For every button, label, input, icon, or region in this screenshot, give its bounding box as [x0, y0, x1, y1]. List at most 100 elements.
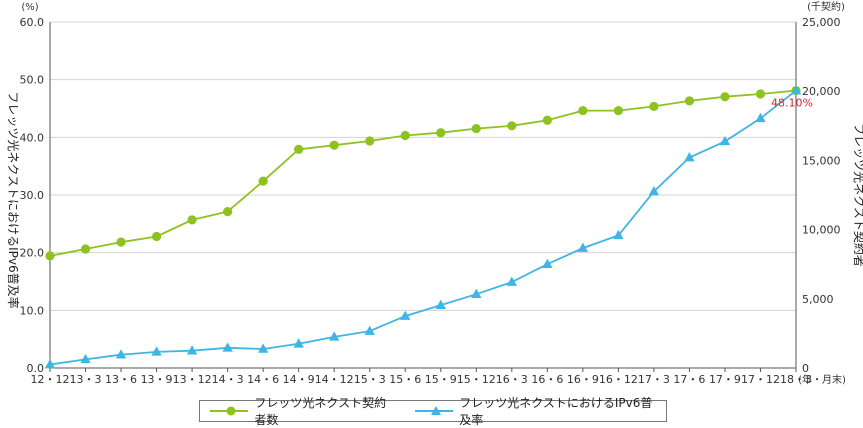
data-point-contracts — [80, 244, 91, 254]
left-tick-label: 40.0 — [20, 131, 45, 144]
legend: フレッツ光ネクスト契約者数 フレッツ光ネクストにおけるIPv6普及率 — [199, 396, 667, 427]
data-point-contracts — [755, 89, 766, 99]
data-point-contracts — [151, 231, 162, 242]
data-point-contracts — [613, 105, 623, 116]
series-line-0 — [49, 89, 797, 257]
data-point-contracts — [436, 128, 446, 138]
annotations: 48.10% — [771, 97, 813, 110]
left-tick-label: 10.0 — [20, 304, 45, 317]
data-point-ipv6 — [293, 338, 304, 348]
x-tick-label: 13・9 — [141, 373, 173, 386]
data-point-contracts — [329, 140, 339, 150]
data-point-contracts — [578, 105, 588, 116]
x-tick-label: 14・3 — [212, 373, 244, 386]
x-tick-label: 17・3 — [638, 373, 670, 386]
data-point-ipv6 — [755, 112, 766, 123]
x-tick-labels: 12・12 13・3 13・6 13・9 13・12 14・3 14・6 14・9 14・12 1… — [31, 368, 812, 386]
data-point-ipv6 — [435, 299, 446, 309]
data-point-contracts — [258, 176, 268, 186]
data-point-contracts — [649, 101, 659, 112]
left-axis-title: フレッツ光ネクストにおけるIPv6普及率 — [6, 91, 21, 308]
data-point-contracts — [400, 130, 410, 141]
data-point-ipv6 — [684, 152, 695, 162]
legend-swatch-ipv6 — [414, 406, 454, 415]
left-tick-label: 20.0 — [20, 247, 45, 260]
x-tick-label: 17・9 — [709, 373, 741, 386]
data-point-ipv6 — [400, 310, 411, 320]
x-tick-label: 13・12 — [173, 373, 212, 386]
data-point-ipv6 — [222, 342, 233, 352]
legend-swatch-contracts — [210, 406, 249, 416]
data-point-contracts — [294, 144, 304, 154]
data-point-contracts — [365, 136, 375, 146]
x-tick-label: 15・12 — [457, 373, 496, 386]
data-point-ipv6 — [328, 331, 340, 341]
right-tick-label: 25,000 — [802, 16, 841, 29]
x-tick-label: 17・12 — [741, 373, 780, 386]
left-tick-label: 30.0 — [20, 189, 45, 202]
x-tick-label: 15・3 — [354, 373, 386, 386]
left-tick-labels: 0.0 10.0 20.0 30.0 40.0 50.0 60.0 — [20, 16, 45, 375]
x-tick-label: 18・3 — [780, 373, 812, 386]
data-point-ipv6 — [115, 349, 127, 359]
left-tick-label: 0.0 — [27, 362, 45, 375]
series-markers — [44, 85, 802, 369]
right-tick-label: 15,000 — [802, 154, 841, 167]
data-point-ipv6 — [471, 288, 482, 298]
x-tick-label: 17・6 — [673, 373, 705, 386]
data-point-contracts — [720, 92, 730, 102]
left-tick-label: 50.0 — [20, 74, 45, 87]
axes — [49, 22, 797, 369]
data-point-ipv6 — [577, 242, 589, 252]
data-point-contracts — [187, 215, 197, 225]
right-tick-label: 0 — [802, 362, 809, 375]
x-tick-label: 12・12 — [31, 373, 70, 386]
grid-lines — [50, 21, 796, 311]
x-axis-unit: (年・月末) — [798, 373, 846, 386]
data-point-contracts — [116, 237, 126, 247]
series-lines — [49, 89, 797, 366]
x-tick-label: 16・6 — [531, 373, 563, 386]
x-tick-label: 14・12 — [315, 373, 354, 386]
x-tick-label: 13・3 — [70, 373, 102, 386]
data-point-ipv6 — [257, 343, 269, 353]
x-tick-label: 14・9 — [283, 373, 315, 386]
data-point-contracts — [684, 96, 695, 106]
right-axis-unit: (千契約) — [807, 0, 845, 13]
data-point-ipv6 — [542, 258, 553, 268]
data-point-ipv6 — [364, 325, 375, 335]
data-point-contracts — [471, 123, 481, 134]
right-tick-label: 5,000 — [802, 293, 834, 306]
data-point-ipv6 — [613, 229, 624, 240]
data-point-ipv6 — [44, 359, 56, 369]
right-tick-labels: 0 5,000 10,000 15,000 20,000 25,000 — [802, 16, 841, 375]
data-point-ipv6 — [790, 85, 802, 95]
x-tick-label: 14・6 — [247, 373, 279, 386]
legend-label-contracts: フレッツ光ネクスト契約者数 — [254, 396, 387, 427]
x-tick-label: 15・9 — [425, 373, 457, 386]
data-point-ipv6 — [719, 135, 731, 146]
left-tick-label: 60.0 — [20, 16, 45, 29]
data-point-ipv6 — [151, 346, 162, 356]
data-point-ipv6 — [648, 186, 660, 196]
x-tick-label: 15・6 — [389, 373, 421, 386]
data-point-contracts — [45, 251, 55, 261]
x-tick-label: 16・3 — [496, 373, 528, 386]
legend-label-ipv6: フレッツ光ネクストにおけるIPv6普及率 — [459, 396, 653, 427]
x-tick-label: 16・9 — [567, 373, 599, 386]
data-point-contracts — [507, 121, 517, 131]
right-axis-title: フレッツ光ネクスト契約者 — [852, 123, 863, 267]
legend-item-ipv6: フレッツ光ネクストにおけるIPv6普及率 — [414, 394, 658, 428]
data-point-ipv6 — [186, 345, 198, 355]
left-axis-unit: (%) — [21, 2, 38, 13]
right-tick-label: 20,000 — [802, 85, 841, 98]
data-point-contracts — [542, 115, 552, 125]
legend-item-contracts: フレッツ光ネクスト契約者数 — [210, 394, 397, 428]
data-point-ipv6 — [506, 276, 518, 286]
annotation-final-ipv6: 48.10% — [771, 97, 813, 110]
chart: 12・12 13・3 13・6 13・9 13・12 14・3 14・6 14・9 14・12 1… — [6, 0, 863, 386]
x-tick-label: 16・12 — [599, 373, 638, 386]
data-point-contracts — [223, 207, 233, 217]
series-line-1 — [49, 89, 797, 366]
x-tick-label: 13・6 — [105, 373, 137, 386]
